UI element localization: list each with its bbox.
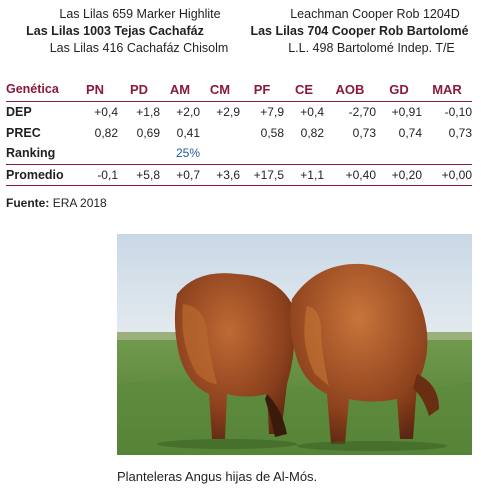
col-header: MAR [422, 80, 472, 101]
table-cell: +0,7 [160, 164, 200, 185]
col-header: CE [284, 80, 324, 101]
table-row-promedio: Promedio -0,1 +5,8 +0,7 +3,6 +17,5 +1,1 … [6, 164, 472, 185]
table-row-dep: DEP +0,4 +1,8 +2,0 +2,9 +7,9 +0,4 -2,70 … [6, 101, 472, 122]
table-cell [240, 143, 284, 164]
pedigree-block: Las Lilas 659 Marker Highlite Las Lilas … [0, 6, 481, 66]
table-cell: +0,00 [422, 164, 472, 185]
source-note: Fuente: ERA 2018 [6, 196, 107, 210]
row-label: Promedio [6, 164, 72, 185]
table-cell [200, 122, 240, 143]
table-header-row: Genética PN PD AM CM PF CE AOB GD MAR [6, 80, 472, 101]
row-label: DEP [6, 101, 72, 122]
col-header: PF [240, 80, 284, 101]
table-cell [422, 143, 472, 164]
col-header: PD [118, 80, 160, 101]
table-cell: 0,82 [284, 122, 324, 143]
table-cell: 0,58 [240, 122, 284, 143]
table-cell: 0,74 [376, 122, 422, 143]
table-cell: +3,6 [200, 164, 240, 185]
genetics-table: Genética PN PD AM CM PF CE AOB GD MAR DE… [6, 80, 472, 186]
col-header: AM [160, 80, 200, 101]
ranking-value: 25% [160, 143, 200, 164]
table-cell: -0,10 [422, 101, 472, 122]
table-row-ranking: Ranking 25% [6, 143, 472, 164]
table-cell: 0,69 [118, 122, 160, 143]
pedigree-right-dam-main: Las Lilas 704 Cooper Rob Bartolomé [238, 23, 481, 39]
table-cell: 0,73 [422, 122, 472, 143]
photo-caption: Planteleras Angus hijas de Al-Mós. [117, 469, 317, 484]
col-header: CM [200, 80, 240, 101]
source-text: ERA 2018 [53, 196, 107, 210]
table-cell: 0,73 [324, 122, 376, 143]
pedigree-left-sire-main: Las Lilas 1003 Tejas Cachafáz [0, 23, 230, 39]
pedigree-right-sire: Leachman Cooper Rob 1204D [270, 6, 480, 22]
table-cell [118, 143, 160, 164]
header-genetica: Genética [6, 80, 72, 101]
table-cell: +0,4 [284, 101, 324, 122]
table-cell: -2,70 [324, 101, 376, 122]
source-label: Fuente: [6, 196, 49, 210]
table-cell: +0,4 [72, 101, 118, 122]
table-cell: +0,40 [324, 164, 376, 185]
row-label: PREC [6, 122, 72, 143]
table-cell [284, 143, 324, 164]
table-cell: +17,5 [240, 164, 284, 185]
table-cell: 0,82 [72, 122, 118, 143]
table-cell [72, 143, 118, 164]
pedigree-left-sire: Las Lilas 659 Marker Highlite [40, 6, 240, 22]
table-cell: +1,1 [284, 164, 324, 185]
col-header: AOB [324, 80, 376, 101]
table-cell [324, 143, 376, 164]
table-cell: +2,9 [200, 101, 240, 122]
table-cell [200, 143, 240, 164]
table-cell: +2,0 [160, 101, 200, 122]
cattle-photo-icon [117, 234, 472, 455]
pedigree-left-dam: Las Lilas 416 Cachafáz Chisolm [34, 40, 244, 56]
col-header: GD [376, 80, 422, 101]
table-row-prec: PREC 0,82 0,69 0,41 0,58 0,82 0,73 0,74 … [6, 122, 472, 143]
table-cell: +5,8 [118, 164, 160, 185]
table-cell [376, 143, 422, 164]
table-cell: +0,91 [376, 101, 422, 122]
cattle-photo [117, 234, 472, 455]
pedigree-right-dam: L.L. 498 Bartolomé Indep. T/E [262, 40, 481, 56]
table-cell: +0,20 [376, 164, 422, 185]
row-label: Ranking [6, 143, 72, 164]
table-cell: +1,8 [118, 101, 160, 122]
table-cell: +7,9 [240, 101, 284, 122]
table-cell: 0,41 [160, 122, 200, 143]
table-cell: -0,1 [72, 164, 118, 185]
col-header: PN [72, 80, 118, 101]
